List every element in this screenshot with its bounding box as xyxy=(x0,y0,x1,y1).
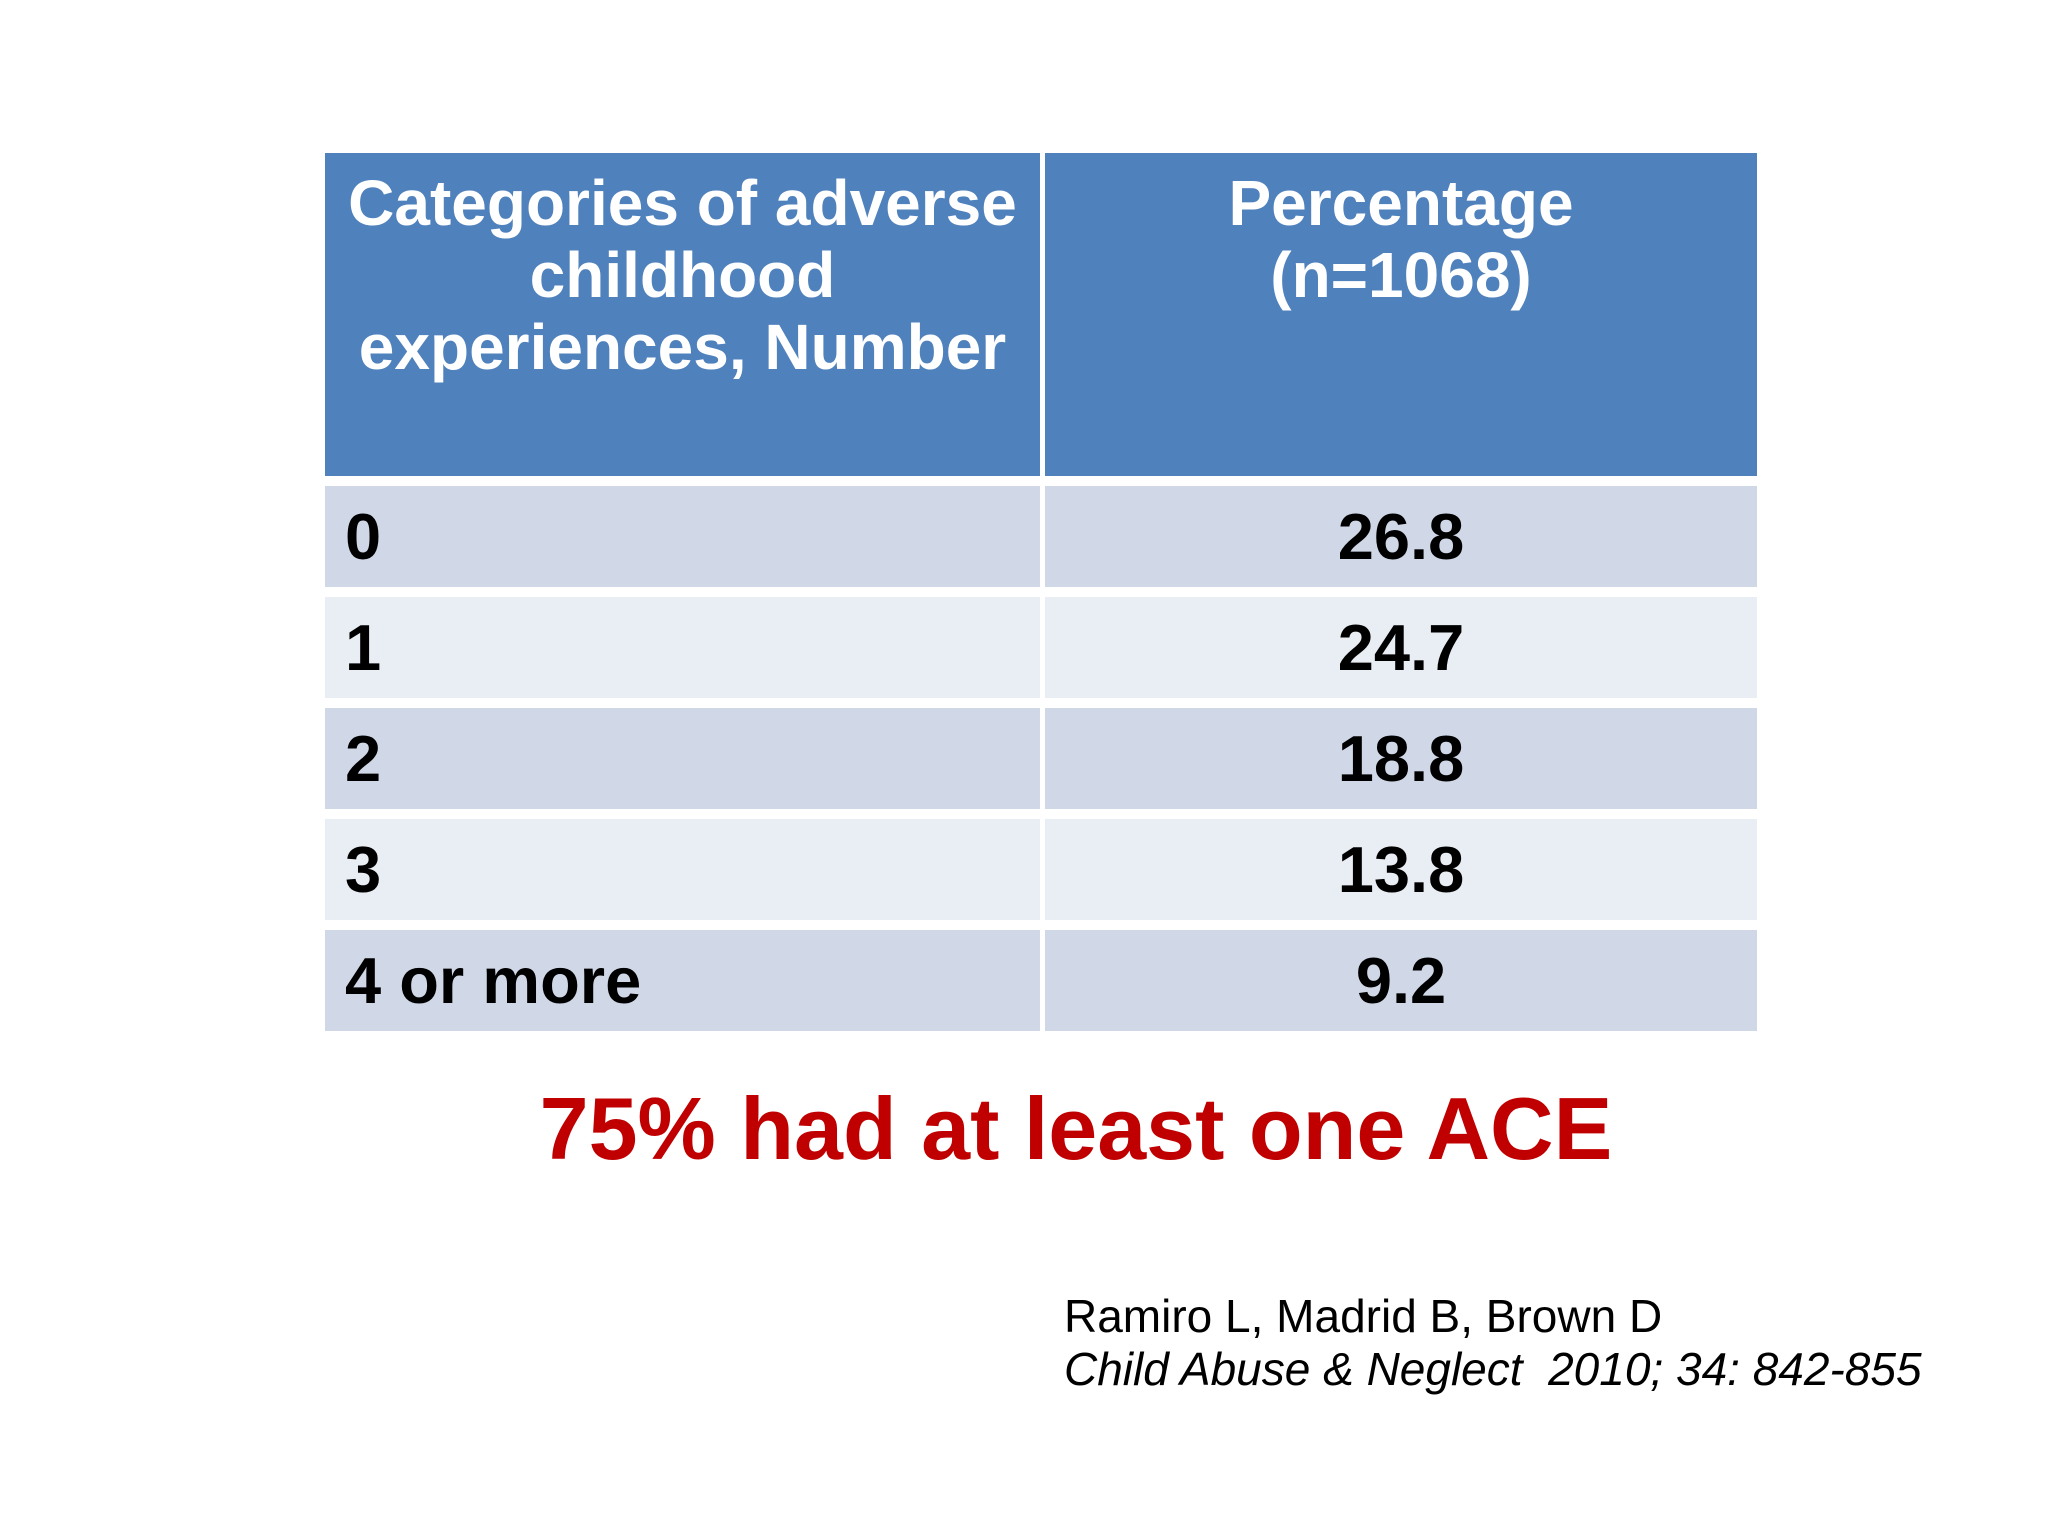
ace-table: Categories of adverse childhood experien… xyxy=(325,153,1757,1031)
table-header-categories-line: Categories of adverse xyxy=(348,167,1017,239)
table-cell-category-0: 0 xyxy=(325,486,1040,587)
table-cell-category-2: 2 xyxy=(325,708,1040,809)
citation-authors: Ramiro L, Madrid B, Brown D xyxy=(1064,1290,1663,1342)
table-header-categories: Categories of adverse childhood experien… xyxy=(325,153,1040,476)
citation-journal: Child Abuse & Neglect 2010; 34: 842-855 xyxy=(1064,1343,1922,1395)
table-cell-category-4: 4 or more xyxy=(325,930,1040,1031)
table-header-percentage-line: (n=1068) xyxy=(1270,239,1532,311)
table-cell-percentage-4: 9.2 xyxy=(1045,930,1757,1031)
table-header-percentage-line: Percentage xyxy=(1228,167,1574,239)
table-cell-percentage-1: 24.7 xyxy=(1045,597,1757,698)
table-cell-percentage-2: 18.8 xyxy=(1045,708,1757,809)
headline-text: 75% had at least one ACE xyxy=(539,1079,1613,1178)
table-cell-category-1: 1 xyxy=(325,597,1040,698)
citation: Ramiro L, Madrid B, Brown D Child Abuse … xyxy=(1064,1290,1922,1396)
table-cell-percentage-3: 13.8 xyxy=(1045,819,1757,920)
table-cell-percentage-0: 26.8 xyxy=(1045,486,1757,587)
table-header-percentage: Percentage (n=1068) xyxy=(1045,153,1757,476)
table-header-categories-line: childhood xyxy=(529,239,836,311)
table-cell-category-3: 3 xyxy=(325,819,1040,920)
table-header-categories-line: experiences, Number xyxy=(358,311,1007,383)
